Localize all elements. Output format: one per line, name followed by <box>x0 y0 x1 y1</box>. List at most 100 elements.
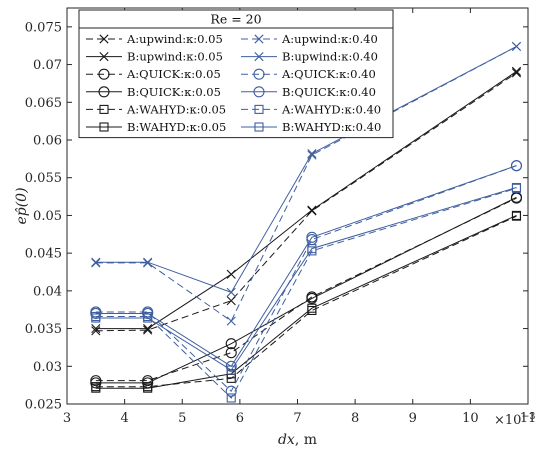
x-tick-label: 4 <box>120 411 128 426</box>
x-axis-label-unit: , m <box>295 432 317 448</box>
x-exponent-power: −3 <box>521 411 535 422</box>
legend-label: A:WAHYD:κ:0.40 <box>281 102 381 116</box>
x-tick-label: 3 <box>63 411 71 426</box>
legend-label: B:QUICK:κ:0.05 <box>127 85 221 99</box>
y-tick-label: 0.06 <box>33 134 62 149</box>
data-point <box>91 383 101 393</box>
legend-label: B:WAHYD:κ:0.05 <box>127 120 226 134</box>
series-line <box>95 215 517 388</box>
legend-item: A:WAHYD:κ:0.05 <box>86 102 226 116</box>
legend-swatch-marker <box>99 34 109 44</box>
data-point <box>511 66 522 76</box>
data-point <box>226 393 236 403</box>
series-line <box>95 187 517 371</box>
y-tick-label: 0.045 <box>25 247 62 262</box>
data-point <box>91 326 101 336</box>
legend-title: Re = 20 <box>210 12 261 27</box>
x-axis-label-var: dx <box>278 432 295 448</box>
data-point <box>226 365 236 375</box>
legend-swatch-marker <box>254 104 264 114</box>
data-point <box>143 257 153 267</box>
y-axis-label: ep̂(0) <box>14 187 30 224</box>
legend-item: B:upwind:κ:0.40 <box>241 50 378 64</box>
series-line <box>95 196 517 384</box>
legend-label: A:QUICK:κ:0.05 <box>126 67 221 81</box>
legend-label: B:WAHYD:κ:0.40 <box>282 120 381 134</box>
legend-swatch-marker <box>254 122 264 132</box>
legend-label: A:upwind:κ:0.05 <box>126 32 223 46</box>
legend-item: A:QUICK:κ:0.05 <box>86 67 221 81</box>
legend-label: B:upwind:κ:0.05 <box>127 50 223 64</box>
legend-label: A:upwind:κ:0.40 <box>281 32 378 46</box>
legend-item: B:WAHYD:κ:0.05 <box>86 120 226 134</box>
legend-swatch-marker <box>253 68 265 80</box>
y-tick-label: 0.025 <box>25 398 62 413</box>
y-tick-label: 0.05 <box>33 209 62 224</box>
data-point <box>226 269 236 279</box>
series-line <box>95 187 517 399</box>
y-tick-label: 0.075 <box>25 20 62 35</box>
x-axis-exponent: ×10−3 <box>494 411 535 428</box>
y-tick-label: 0.065 <box>25 96 62 111</box>
data-point <box>226 296 236 306</box>
x-tick-label: 9 <box>409 411 417 426</box>
data-point <box>226 287 236 297</box>
series-line <box>95 165 517 393</box>
data-point <box>225 347 237 359</box>
legend-box <box>78 9 394 139</box>
data-point <box>143 383 153 393</box>
legend: Re = 20 A:upwind:κ:0.05 B:upwind:κ:0.05 A:Q… <box>78 9 394 139</box>
data-point <box>226 316 236 326</box>
legend-item: A:upwind:κ:0.40 <box>241 32 378 46</box>
legend-swatch-marker <box>254 52 264 62</box>
y-tick-label: 0.07 <box>33 58 62 73</box>
y-tick-label: 0.035 <box>25 322 62 337</box>
legend-label: A:WAHYD:κ:0.05 <box>126 102 226 116</box>
legend-label: A:QUICK:κ:0.40 <box>281 67 376 81</box>
data-point <box>511 182 522 193</box>
legend-swatch-marker <box>99 52 109 62</box>
data-point <box>306 292 318 304</box>
y-tick-label: 0.04 <box>33 284 62 299</box>
data-point <box>307 244 317 254</box>
legend-swatch-marker <box>98 68 110 80</box>
data-point <box>143 313 153 323</box>
x-tick-label: 7 <box>293 411 301 426</box>
legend-label: B:upwind:κ:0.40 <box>282 50 378 64</box>
data-point <box>307 148 317 159</box>
x-tick-label: 6 <box>236 411 244 426</box>
legend-swatch-marker <box>99 104 109 114</box>
data-point <box>511 68 522 78</box>
data-point <box>143 323 153 334</box>
legend-label: B:QUICK:κ:0.40 <box>282 85 376 99</box>
legend-swatch-marker <box>253 86 265 98</box>
y-tick-label: 0.055 <box>25 171 62 186</box>
x-tick-label: 10 <box>462 411 479 426</box>
legend-swatch-marker <box>99 122 109 132</box>
legend-item: A:QUICK:κ:0.40 <box>241 67 376 81</box>
data-point <box>225 360 237 372</box>
data-point <box>91 313 101 323</box>
x-tick-label: 5 <box>178 411 186 426</box>
x-axis-label: dx, m <box>278 432 317 448</box>
series-12 <box>91 182 522 375</box>
x-tick-label: 11 <box>520 411 537 426</box>
legend-item: A:upwind:κ:0.05 <box>86 32 223 46</box>
data-point <box>511 210 522 220</box>
legend-item: B:QUICK:κ:0.05 <box>86 85 221 99</box>
series-line <box>95 72 517 332</box>
legend-swatch-marker <box>254 34 264 44</box>
data-point <box>511 41 522 52</box>
data-point <box>306 231 318 243</box>
data-point <box>91 257 101 267</box>
data-point <box>307 205 317 215</box>
data-point <box>225 338 237 350</box>
x-tick-label: 8 <box>351 411 359 426</box>
series-line <box>95 46 517 322</box>
legend-item: B:QUICK:κ:0.40 <box>241 85 376 99</box>
legend-item: A:WAHYD:κ:0.40 <box>241 102 381 116</box>
series-layer <box>90 41 523 403</box>
x-exponent-base: ×10 <box>494 413 521 428</box>
data-point <box>510 160 523 172</box>
